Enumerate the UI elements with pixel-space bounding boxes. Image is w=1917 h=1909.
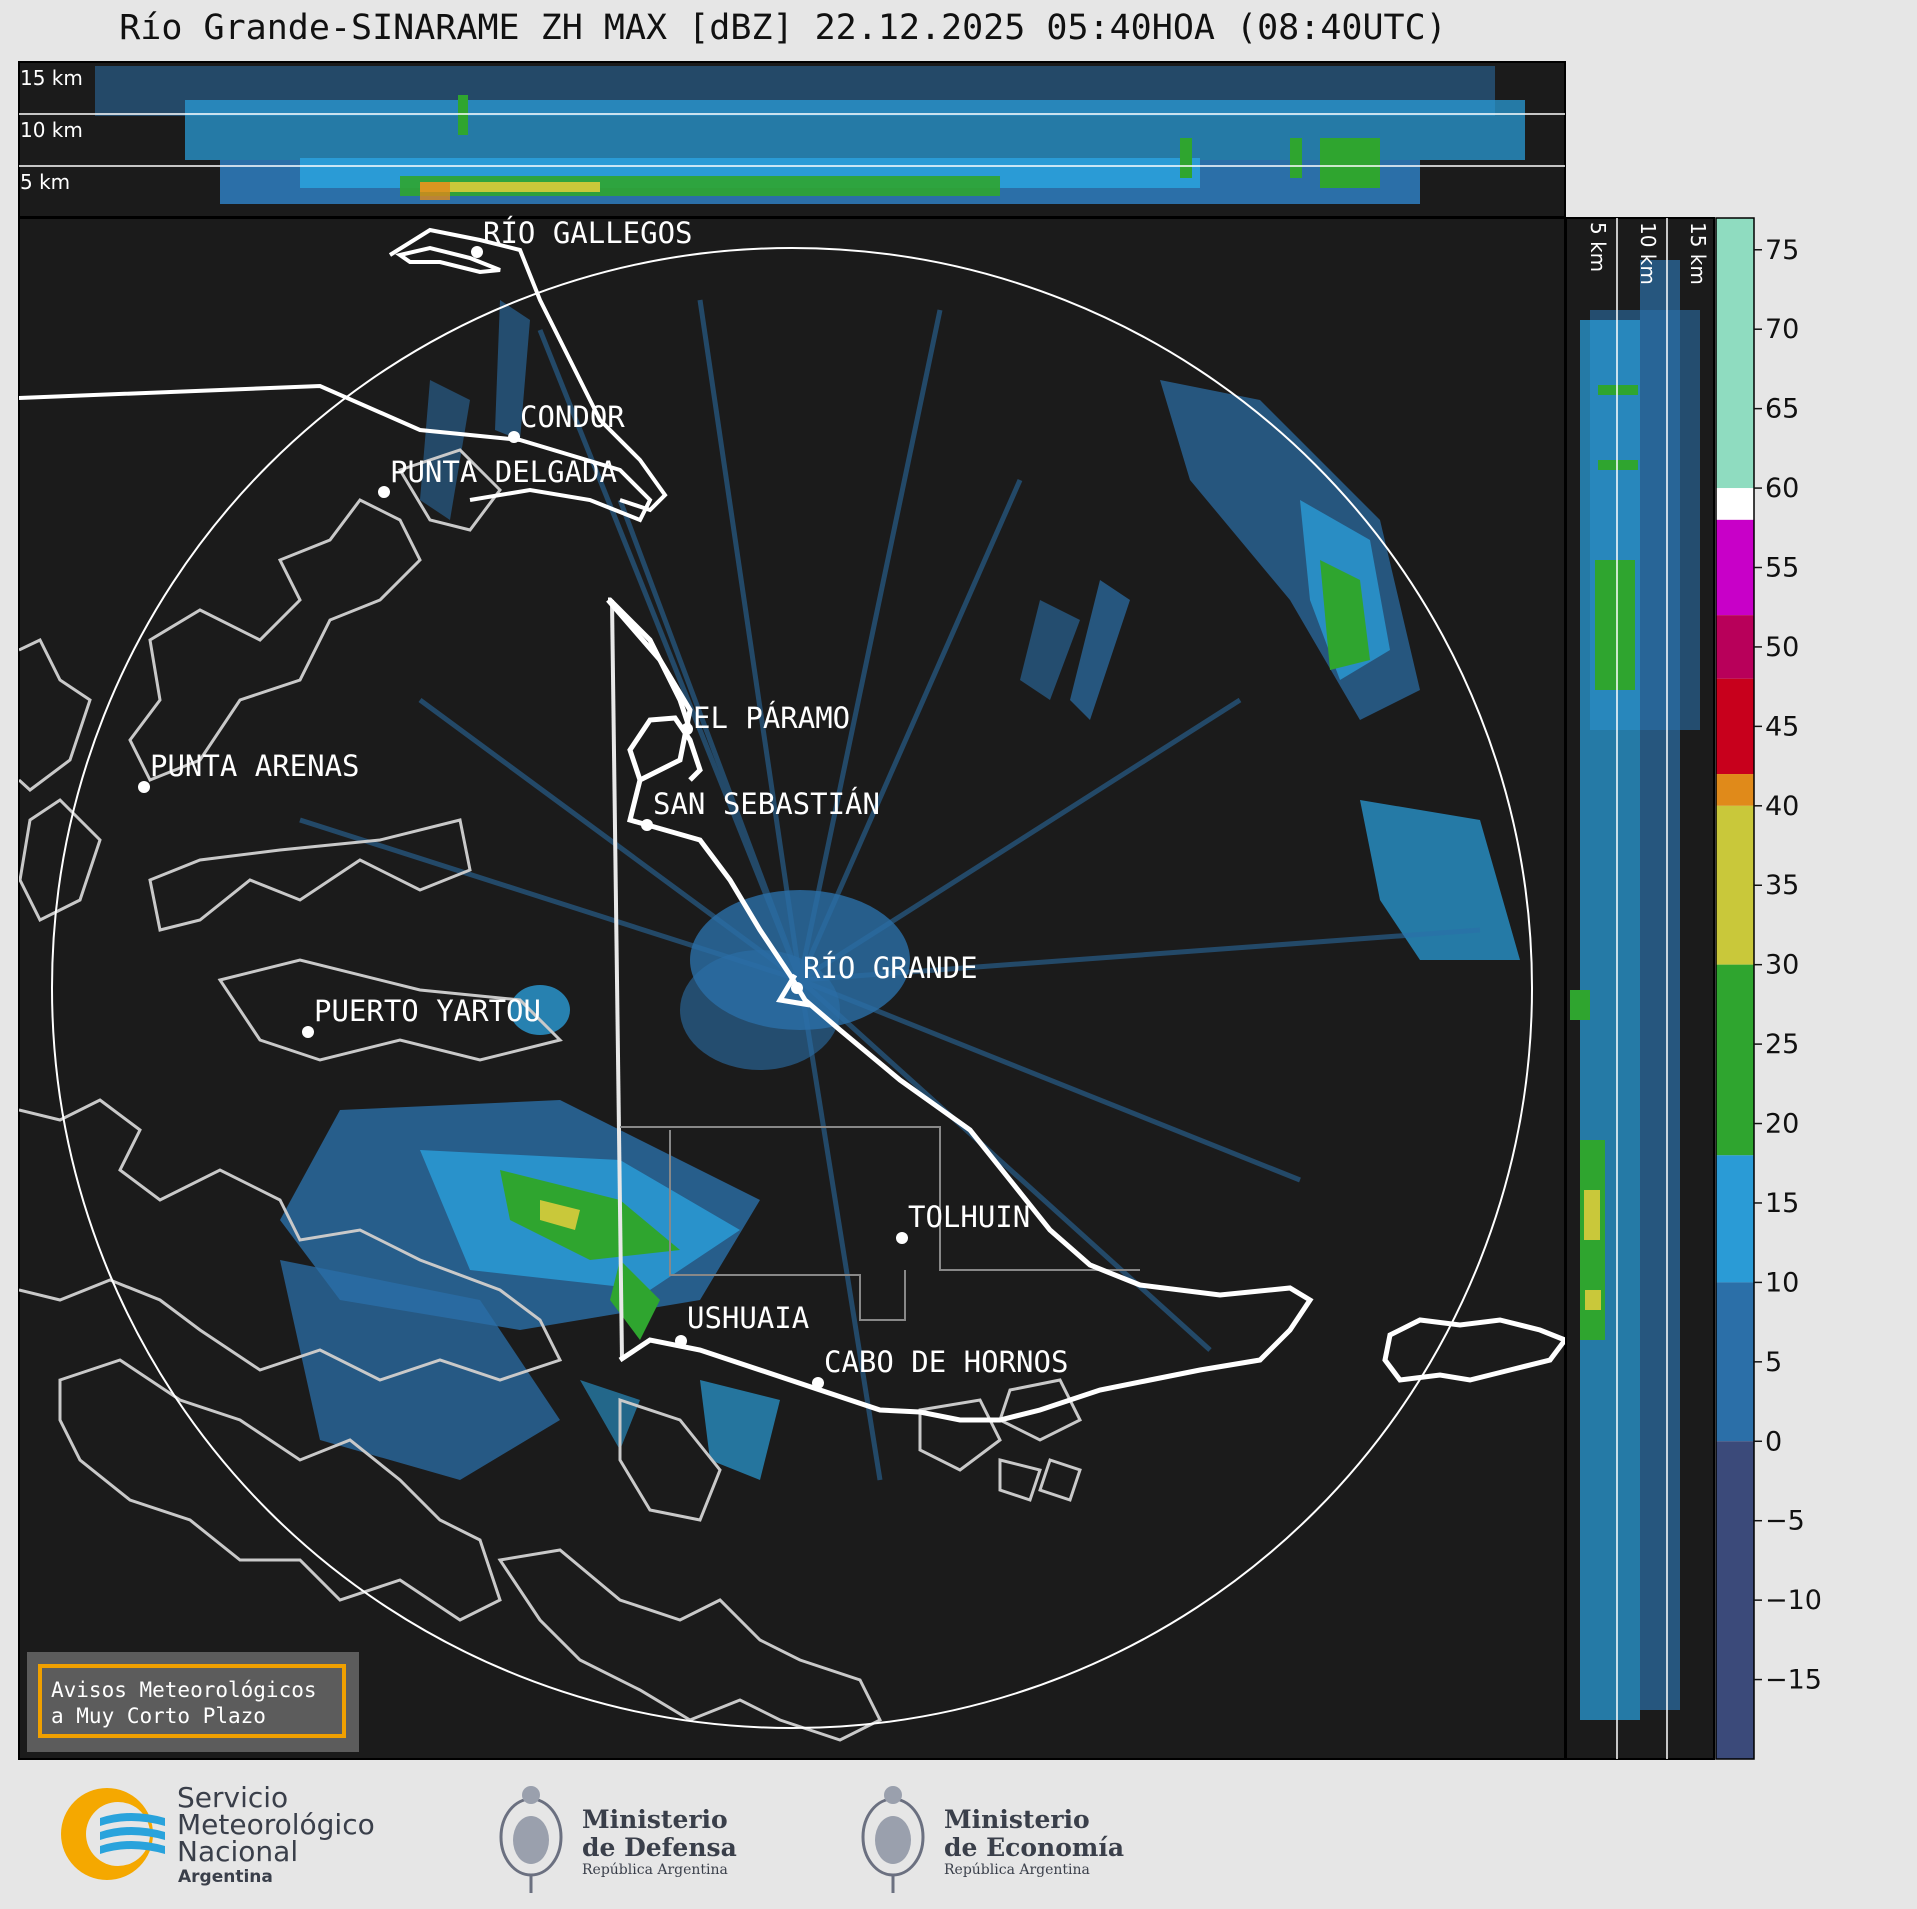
colorbar-tick-label: −15 [1765, 1665, 1822, 1696]
colorbar-segment [1716, 615, 1754, 679]
colorbar-tick-label: −5 [1765, 1506, 1805, 1537]
radar-echoes [280, 300, 1520, 1480]
logo-smn: Servicio Meteorológico Nacional Argentin… [61, 1781, 375, 1887]
colorbar-tick-label: 55 [1765, 553, 1799, 584]
marker-tolhuin [896, 1232, 908, 1244]
colorbar-tick-label: 45 [1765, 711, 1799, 742]
logo-defensa: Ministerio de Defensa República Argentin… [499, 1786, 737, 1893]
side-height-label-5km: 5 km [1586, 222, 1610, 272]
label-san-sebastian: SAN SEBASTIÁN [653, 787, 880, 821]
smn-line2: Meteorológico [177, 1808, 375, 1841]
colorbar-segment [1716, 488, 1754, 520]
colorbar-tick-label: 15 [1765, 1188, 1799, 1219]
colorbar-tick-label: 65 [1765, 394, 1799, 425]
colorbar-segment [1716, 519, 1754, 616]
economia-line3: República Argentina [944, 1862, 1090, 1878]
colorbar-tick-label: 60 [1765, 473, 1799, 504]
side-height-label-15km: 15 km [1686, 222, 1710, 285]
label-tolhuin: TOLHUIN [908, 1200, 1030, 1234]
colorbar-tick-label: 75 [1765, 235, 1799, 266]
colorbar-tick-label: 25 [1765, 1029, 1799, 1060]
coat-of-arms-icon [861, 1786, 925, 1893]
colorbar-tick-label: 0 [1765, 1426, 1782, 1457]
marker-punta-arenas [138, 781, 150, 793]
side-height-profile: 5 km 10 km 15 km [1565, 217, 1715, 1760]
label-el-paramo: EL PÁRAMO [693, 701, 850, 735]
colorbar-segment [1716, 1282, 1754, 1442]
marker-puerto-yartou [302, 1026, 314, 1038]
colorbar-tick-label: −10 [1765, 1585, 1822, 1616]
coastline-islas [1382, 1317, 1565, 1383]
marker-condor [508, 431, 520, 443]
top-height-profile: 15 km 10 km 5 km [18, 61, 1566, 218]
warning-line1: Avisos Meteorológicos [51, 1678, 317, 1702]
colorbar-tick-label: 20 [1765, 1109, 1799, 1140]
province-line [620, 1126, 1140, 1271]
marker-san-sebastian [641, 819, 653, 831]
smn-line3: Nacional [177, 1835, 298, 1868]
colorbar-segment [1716, 1441, 1754, 1759]
marker-el-paramo [681, 723, 693, 735]
economia-line1: Ministerio [944, 1805, 1090, 1834]
label-rio-grande: RÍO GRANDE [803, 951, 978, 985]
label-punta-arenas: PUNTA ARENAS [150, 749, 360, 783]
marker-rio-grande [791, 982, 803, 994]
range-ring [51, 247, 1533, 1729]
smn-line1: Servicio [177, 1781, 288, 1814]
warning-box: Avisos Meteorológicos a Muy Corto Plazo [27, 1652, 359, 1752]
colorbar-segment [1716, 218, 1754, 489]
marker-rio-gallegos [471, 246, 483, 258]
label-cabo-de-hornos: CABO DE HORNOS [824, 1345, 1068, 1379]
smn-line4: Argentina [178, 1867, 273, 1887]
label-rio-gallegos: RÍO GALLEGOS [483, 216, 693, 250]
height-label-5km: 5 km [20, 170, 70, 194]
marker-punta-delgada [378, 486, 390, 498]
colorbar-tick-label: 70 [1765, 314, 1799, 345]
logo-economia: Ministerio de Economía República Argenti… [861, 1786, 1124, 1893]
label-punta-delgada: PUNTA DELGADA [390, 455, 617, 489]
defensa-line1: Ministerio [582, 1805, 728, 1834]
colorbar-tick-label: 5 [1765, 1347, 1782, 1378]
coastline-isla-grande [606, 598, 1314, 1423]
label-puerto-yartou: PUERTO YARTOU [314, 994, 541, 1028]
height-label-15km: 15 km [20, 66, 83, 90]
defensa-line2: de Defensa [582, 1833, 737, 1862]
radial-streaks [299, 299, 1481, 1481]
label-condor: CONDOR [520, 400, 625, 434]
lake-line [669, 1130, 906, 1321]
coastlines [19, 448, 1083, 1742]
colorbar-tick-label: 30 [1765, 950, 1799, 981]
defensa-line3: República Argentina [582, 1862, 728, 1878]
radar-map-panel: RÍO GALLEGOS CONDOR PUNTA DELGADA EL PÁR… [18, 216, 1566, 1760]
colorbar-tick-label: 10 [1765, 1267, 1799, 1298]
warning-line2: a Muy Corto Plazo [51, 1704, 266, 1728]
colorbar-segment [1716, 678, 1754, 775]
marker-cabo-de-hornos [812, 1377, 824, 1389]
colorbar-segment [1716, 774, 1754, 806]
colorbar-segment [1716, 805, 1754, 965]
height-label-10km: 10 km [20, 118, 83, 142]
label-ushuaia: USHUAIA [687, 1301, 809, 1335]
coat-of-arms-icon [499, 1786, 563, 1893]
colorbar-segment [1716, 1155, 1754, 1283]
colorbar-tick-label: 40 [1765, 791, 1799, 822]
border-line [19, 383, 653, 523]
map-title: Río Grande-SINARAME ZH MAX [dBZ] 22.12.2… [119, 8, 1447, 48]
colorbar-tick-label: 50 [1765, 632, 1799, 663]
border-chile-argentina [610, 599, 624, 1361]
marker-ushuaia [675, 1335, 687, 1347]
location-markers: RÍO GALLEGOS CONDOR PUNTA DELGADA EL PÁR… [138, 216, 1068, 1389]
colorbar-tick-label: 35 [1765, 870, 1799, 901]
side-height-label-10km: 10 km [1636, 222, 1660, 285]
economia-line2: de Economía [944, 1833, 1124, 1862]
colorbar-segment [1716, 964, 1754, 1156]
